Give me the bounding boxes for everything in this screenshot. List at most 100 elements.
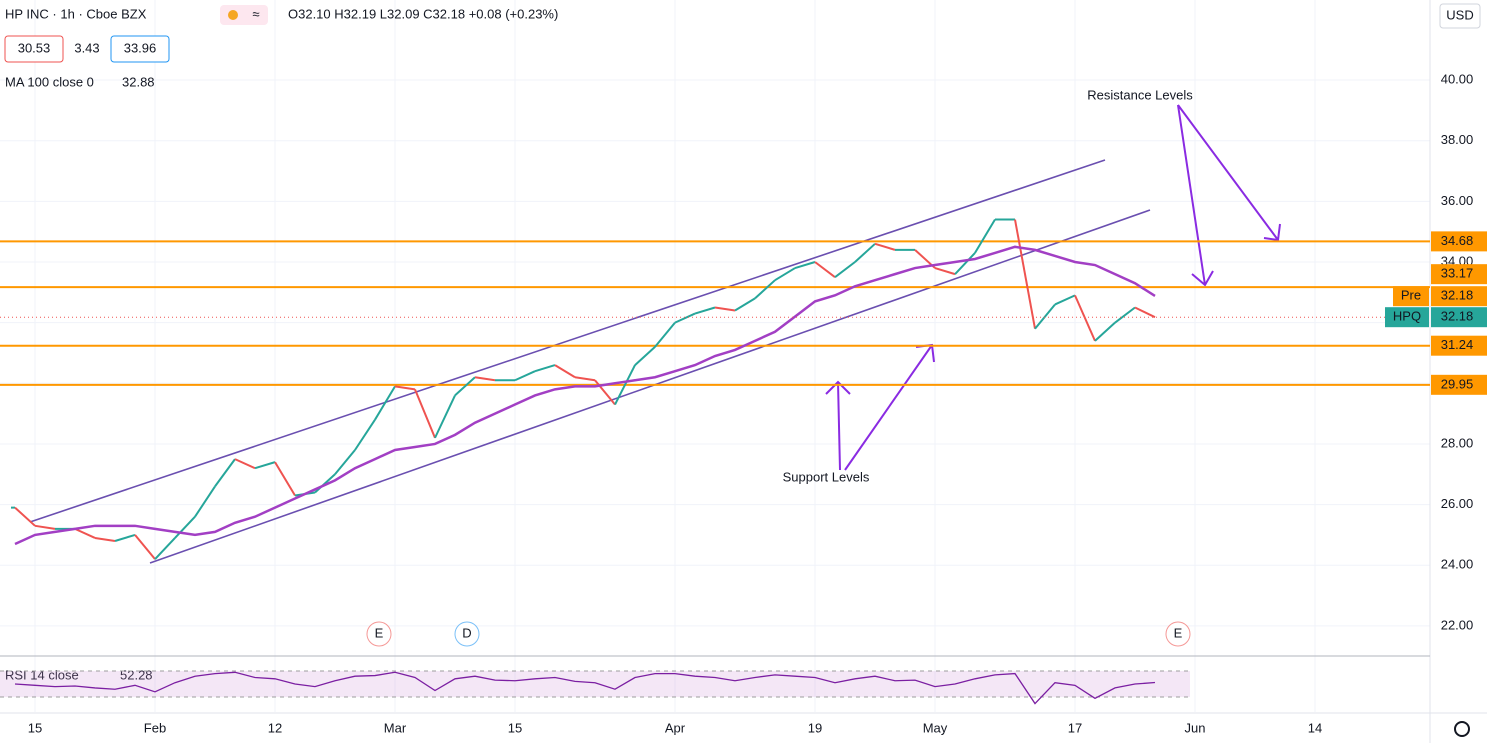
price-segment [1034,303,1056,330]
event-label: E [1174,625,1183,640]
x-tick-label: 19 [808,720,822,735]
price-segment [454,376,476,397]
price-segment [1054,294,1076,306]
ma-legend-value: 32.88 [122,74,155,89]
channel-lower [149,209,1151,564]
rsi-line [14,671,1156,705]
price-segment [274,461,296,497]
arrow [1177,104,1214,287]
y-tick-label: 24.00 [1441,557,1474,572]
level-label: 29.95 [1441,376,1474,391]
price-segment [1134,306,1156,319]
event-label: E [375,625,384,640]
price-segment [234,458,256,470]
level-label-box [1431,264,1487,285]
price-segment [394,385,416,391]
x-tick-label: May [923,720,948,735]
event-marker [454,621,480,647]
price-segment [814,261,836,278]
price-segment [94,536,116,542]
price-segment [514,370,536,382]
price-segment [714,306,736,312]
price-segment [1074,294,1096,342]
ask-box [110,35,170,63]
pre-label: Pre [1401,288,1421,303]
price-segment [834,261,856,278]
arrow [825,380,851,471]
weather-icon: ≈ [220,5,268,25]
x-tick-label: Feb [144,720,166,735]
arrow [1177,104,1281,242]
price-segment [874,242,896,251]
level-label: 34.68 [1441,233,1474,248]
settings-icon[interactable] [1454,721,1470,737]
price-segment [134,534,156,560]
price-segment [794,261,816,270]
price-segment [374,385,396,421]
rsi-band [0,670,1190,698]
event-marker [1165,621,1191,647]
annotation: Resistance Levels [1087,87,1193,102]
ask: 33.96 [124,40,157,55]
spread: 3.43 [74,40,99,55]
price-label: 32.18 [1441,309,1474,324]
price-segment [534,364,556,373]
x-tick-label: Jun [1185,720,1206,735]
moving-average [14,245,1156,546]
price-segment [34,524,56,530]
price-segment [414,388,436,439]
symbol-title: HP INC · 1h · Cboe BZX [5,6,147,21]
price-segment [1094,321,1116,342]
y-tick-label: 36.00 [1441,193,1474,208]
price-segment [174,516,196,539]
price-segment [334,449,356,475]
price-segment [74,527,96,539]
level-label-box [1431,231,1487,252]
level-label: 31.24 [1441,337,1474,352]
pre-box [1393,286,1429,307]
price-segment [934,267,956,276]
y-tick-label: 40.00 [1441,71,1474,86]
x-tick-label: Mar [384,720,407,735]
channel-upper [29,159,1106,523]
price-segment [694,306,716,315]
ohlc: O32.10 H32.19 L32.09 C32.18 +0.08 (+0.23… [288,6,558,21]
y-tick-label: 38.00 [1441,132,1474,147]
price-segment [354,419,376,451]
level-label-box [1431,335,1487,356]
y-tick-label: 28.00 [1441,435,1474,450]
price-segment [254,461,276,470]
x-tick-label: Apr [665,720,686,735]
price-segment [314,473,336,494]
price-segment [654,322,676,348]
price-segment [754,279,776,300]
price-segment [114,533,136,542]
x-tick-label: 14 [1308,720,1322,735]
price-segment [14,506,36,527]
price-segment [434,394,456,439]
price-segment [774,267,796,282]
price-segment [194,485,216,518]
rsi-legend: RSI 14 close [5,667,79,682]
y-tick-label: 22.00 [1441,617,1474,632]
symbol-box [1385,307,1429,328]
price-segment [594,379,616,406]
price-segment [574,376,596,382]
price-segment [954,252,976,275]
price-box [1431,307,1487,328]
price-segment [974,219,996,254]
level-label-box [1431,374,1487,395]
currency: USD [1446,7,1473,22]
price-segment [474,376,496,382]
arrows [825,104,1281,471]
x-tick-label: 12 [268,720,282,735]
event-marker [366,621,392,647]
y-tick-label: 26.00 [1441,496,1474,511]
price-segment [734,297,756,312]
price-segment [154,537,176,560]
annotation: Support Levels [783,469,870,484]
x-tick-label: 15 [28,720,42,735]
level-label: 33.17 [1441,266,1474,281]
price-segment [1114,306,1136,324]
price-segment [674,312,696,324]
